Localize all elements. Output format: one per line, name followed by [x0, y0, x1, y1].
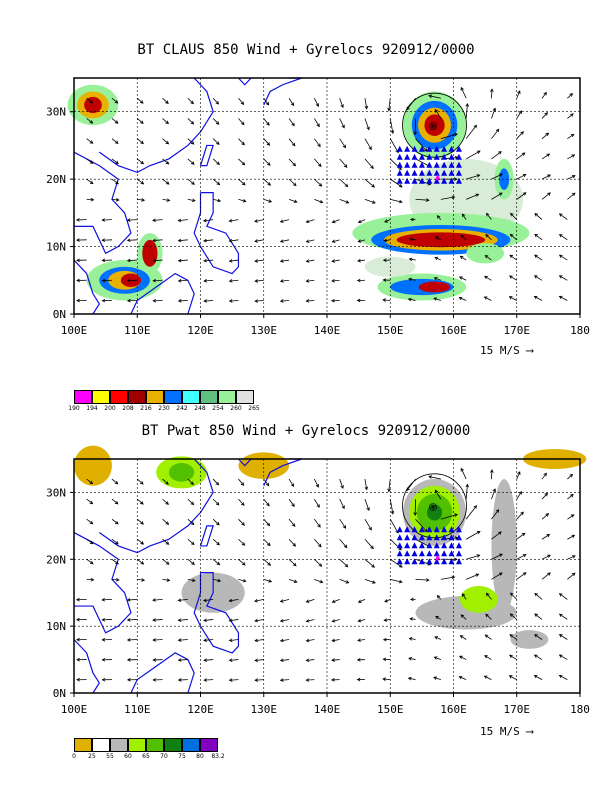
- panel2-legend-labels: 0 25 55 60 65 70 75 80 83.2: [72, 752, 225, 762]
- panel1-legend-label: 216: [140, 405, 152, 412]
- panel1-gridlines: [74, 78, 580, 314]
- panel1-wind-vectors: [75, 86, 576, 303]
- panel1-legend-label: 190: [68, 405, 80, 412]
- panel1-gyrelocs: [396, 145, 462, 184]
- panel2-vector-scale-label: 15 M/S: [480, 725, 520, 738]
- panel2-legend-label: 25: [88, 753, 96, 760]
- panel2-legend-label: 60: [124, 753, 132, 760]
- panel1-legend-swatch: [200, 390, 218, 404]
- panel1-field-shading: [67, 84, 530, 301]
- panel1-lat-label: 20N: [46, 173, 66, 186]
- panel1-lon-label: 120E: [187, 324, 214, 337]
- panel1-legend-label: 248: [194, 405, 206, 412]
- panel1-lon-label: 140E: [314, 324, 341, 337]
- panel1-legend-swatches: [74, 390, 254, 404]
- panel1-ticks: [70, 111, 581, 318]
- panel1-legend-swatch: [236, 390, 254, 404]
- panel2-legend-swatch: [164, 738, 182, 752]
- panel2-legend-label: 0: [72, 753, 76, 760]
- panel1-lon-label: 110E: [124, 324, 151, 337]
- panel1-legend-swatch: [128, 390, 146, 404]
- panel2-legend-label: 75: [178, 753, 186, 760]
- panel1-legend-swatch: [74, 390, 92, 404]
- panel1-legend-swatch: [164, 390, 182, 404]
- panel2-vector-scale: 15 M/S ⟶: [480, 725, 533, 738]
- panel1-legend-label: 194: [86, 405, 98, 412]
- panel1-storm-circulation: [402, 92, 467, 158]
- panel1-title: BT CLAUS 850 Wind + Gyrelocs 920912/0000: [137, 42, 475, 58]
- panel2-legend-swatch: [92, 738, 110, 752]
- panel1-legend: 190 194 200 208 216 230 242 248 254 260 265: [68, 390, 260, 414]
- panel1-legend-label: 208: [122, 405, 134, 412]
- panel2-legend-label: 65: [142, 753, 150, 760]
- panel1-legend-label: 242: [176, 405, 188, 412]
- panel2-legend-label: 80: [196, 753, 204, 760]
- panel2-legend-label: 70: [160, 753, 168, 760]
- panel1-legend-swatch: [146, 390, 164, 404]
- panel2-legend-label: 55: [106, 753, 114, 760]
- panel1-legend-swatch: [182, 390, 200, 404]
- panel1-storm-icon: ֍: [429, 120, 438, 133]
- panel1-lon-label: 170E: [504, 324, 531, 337]
- panel1-legend-label: 265: [248, 405, 260, 412]
- panel2-legend: 0 25 55 60 65 70 75 80 83.2: [72, 738, 225, 762]
- panel1-legend-swatch: [110, 390, 128, 404]
- panel1-lat-label: 10N: [46, 241, 66, 254]
- panel1-lat-label: 30N: [46, 106, 66, 119]
- panel1-vector-scale: 15 M/S ⟶: [480, 344, 533, 357]
- panel1-lat-label: 0N: [53, 308, 66, 321]
- panel2-legend-swatch: [110, 738, 128, 752]
- panel1-legend-labels: 190 194 200 208 216 230 242 248 254 260 265: [68, 404, 259, 414]
- panel1-lon-label: 180: [570, 324, 590, 337]
- panel1-legend-label: 200: [104, 405, 116, 412]
- panel1-legend-swatch: [92, 390, 110, 404]
- panel1-legend-swatch: [218, 390, 236, 404]
- panel1-lon-label: 130E: [251, 324, 278, 337]
- panel2-legend-swatch: [146, 738, 164, 752]
- panel1-gyreloc-center: [434, 174, 441, 181]
- panel1-scale-arrow-icon: ⟶: [526, 344, 533, 357]
- panel2-title: BT Pwat 850 Wind + Gyrelocs 920912/0000: [141, 423, 471, 439]
- panel2-legend-swatch: [182, 738, 200, 752]
- panel2-legend-swatch: [74, 738, 92, 752]
- panel1-lon-label: 100E: [61, 324, 88, 337]
- panel1-lon-label: 150E: [377, 324, 404, 337]
- panel2-legend-swatches: [74, 738, 218, 752]
- panel2-scale-arrow-icon: ⟶: [526, 725, 533, 738]
- panel1-legend-label: 230: [158, 405, 170, 412]
- panel1-lon-label: 160E: [440, 324, 467, 337]
- panel1-vector-scale-label: 15 M/S: [480, 344, 520, 357]
- panel2-legend-label: 83.2: [211, 753, 225, 760]
- panel2-legend-swatch: [200, 738, 218, 752]
- panel1-coastlines: [73, 77, 302, 315]
- panel1-legend-label: 254: [212, 405, 224, 412]
- panel2-legend-swatch: [128, 738, 146, 752]
- panel1-legend-label: 260: [230, 405, 242, 412]
